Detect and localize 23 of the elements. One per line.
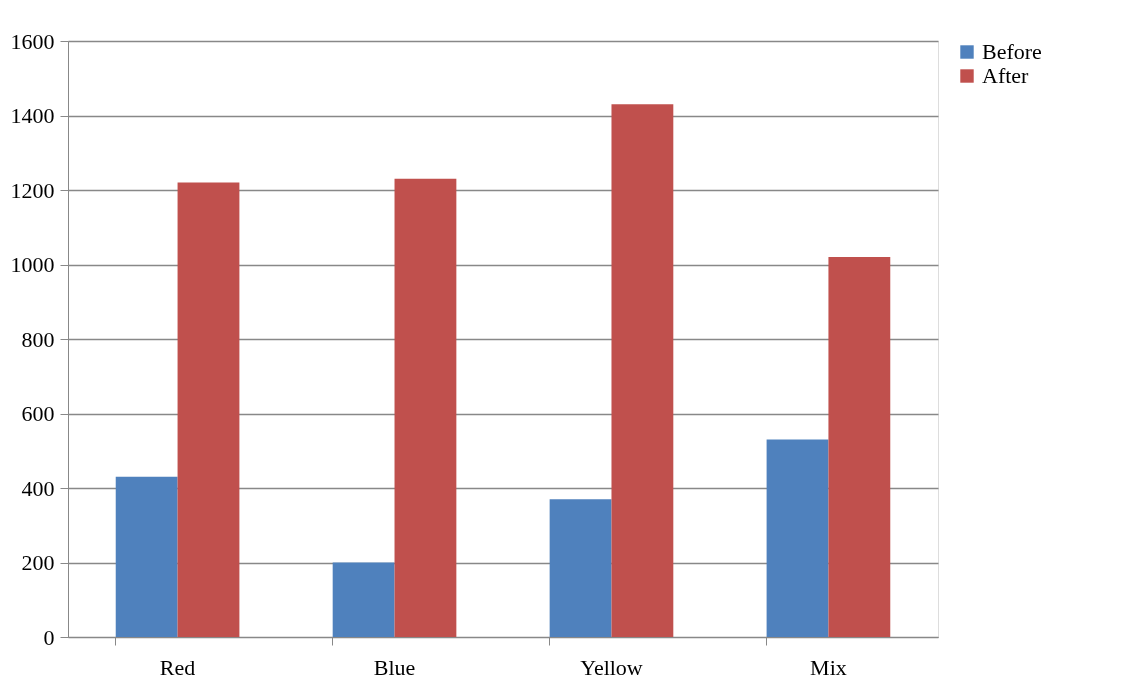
y-tick-label: 400: [21, 475, 55, 501]
x-tick-label: Yellow: [580, 654, 643, 680]
bar: [332, 562, 395, 637]
y-tick-label: 200: [21, 550, 55, 575]
y-tick-label: 600: [21, 401, 55, 426]
y-tick-label: 800: [21, 326, 55, 352]
bar: [766, 439, 829, 637]
legend-label: Before: [982, 39, 1042, 64]
x-tick-label: Mix: [810, 654, 847, 680]
bar: [611, 104, 674, 637]
bar: [394, 178, 457, 637]
x-tick-label: Red: [159, 654, 196, 680]
y-tick-label: 0: [43, 624, 55, 650]
bar: [549, 499, 612, 637]
y-tick-label: 1200: [10, 177, 55, 203]
y-tick-label: 1600: [10, 28, 55, 54]
bar: [115, 476, 178, 637]
legend-label: After: [982, 63, 1030, 88]
x-tick-label: Blue: [373, 654, 416, 680]
y-tick-label: 1000: [10, 252, 55, 277]
bar: [828, 257, 891, 637]
bar: [177, 182, 240, 637]
y-tick-label: 1400: [10, 103, 55, 128]
